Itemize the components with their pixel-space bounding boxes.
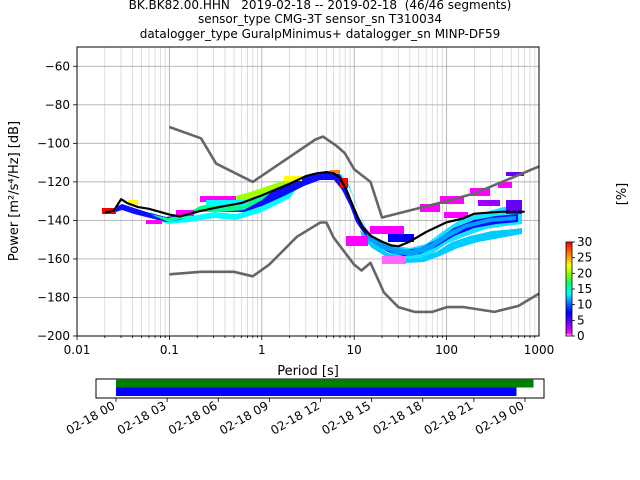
timeline-bar-blue (116, 387, 517, 396)
colorbar-tick-label: 30 (577, 235, 592, 249)
timeline-tick-label: 02-18 12 (268, 398, 322, 437)
timeline-tick-label: 02-18 03 (115, 398, 169, 437)
y-tick-label: −200 (37, 329, 70, 343)
nhnm-line (168, 125, 539, 219)
timeline-tick-label: 02-18 09 (217, 398, 271, 437)
colorbar-tick-label: 5 (577, 313, 585, 327)
colorbar-tick-label: 10 (577, 298, 592, 312)
nlnm-line (169, 221, 539, 314)
mean-line (104, 171, 525, 248)
x-tick-label: 10 (347, 343, 362, 357)
timeline-bar-green (116, 379, 534, 388)
colorbar-tick-label: 25 (577, 251, 592, 265)
colorbar-tick-label: 20 (577, 266, 592, 280)
timeline-bars (116, 379, 534, 396)
chart-title-line-1: BK.BK82.00.HHN 2019-02-18 -- 2019-02-18 … (128, 0, 512, 12)
plot-frame (76, 46, 540, 337)
y-tick-label: −60 (45, 59, 70, 73)
y-tick-label: −80 (45, 98, 70, 112)
chart-title-line-2: sensor_type CMG-3T sensor_sn T310034 (197, 12, 443, 26)
timeline-tick-label: 02-18 21 (422, 398, 476, 437)
y-axis-label: Power [m²/s⁴/Hz] [dB] (7, 121, 22, 261)
timeline-tick-label: 02-18 18 (371, 398, 425, 437)
x-tick-label: 1 (258, 343, 266, 357)
colorbar-tick-label: 0 (577, 329, 585, 343)
y-tick-label: −140 (37, 213, 70, 227)
x-tick-label: 0.01 (64, 343, 91, 357)
colorbar-label: [%] (615, 183, 630, 206)
y-tick-label: −160 (37, 252, 70, 266)
y-tick-label: −180 (37, 290, 70, 304)
colorbar (565, 241, 573, 337)
x-tick-label: 100 (435, 343, 458, 357)
x-tick-label: 0.1 (160, 343, 179, 357)
timeline-tick-label: 02-18 06 (166, 398, 220, 437)
timeline-tick-label: 02-18 00 (64, 398, 118, 437)
y-tick-label: −100 (37, 136, 70, 150)
chart-title-line-3: datalogger_type GuralpMinimus+ datalogge… (139, 27, 501, 41)
timeline-tick-label: 02-18 15 (319, 398, 373, 437)
y-tick-label: −120 (37, 175, 70, 189)
colorbar-tick-label: 15 (577, 282, 592, 296)
grid-lines (76, 47, 539, 336)
x-tick-label: 1000 (524, 343, 555, 357)
model-lines (104, 125, 539, 314)
x-axis-label: Period [s] (277, 364, 339, 379)
timeline-tick-label: 02-19 00 (473, 398, 527, 437)
